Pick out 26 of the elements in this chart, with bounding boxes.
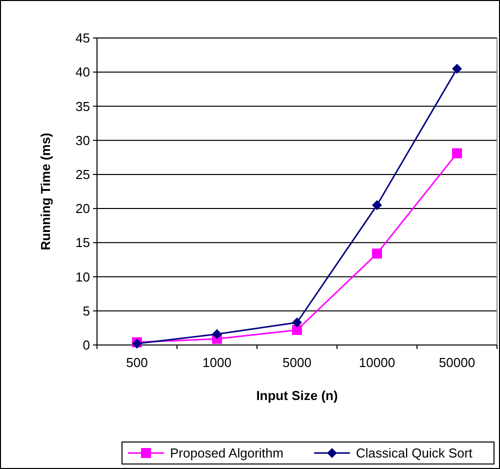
legend-label: Proposed Algorithm <box>170 446 284 461</box>
x-tick-label: 5000 <box>282 355 312 370</box>
point <box>292 324 302 335</box>
x-tick-label: 10000 <box>358 355 396 370</box>
y-tick-label: 45 <box>76 30 90 46</box>
y-tick-label: 35 <box>76 98 90 114</box>
x-tick-label: 1000 <box>202 355 232 370</box>
y-tick-label: 15 <box>76 235 90 250</box>
y-tick-label: 40 <box>76 64 90 80</box>
x-axis-title: Input Size (n) <box>256 388 338 403</box>
y-tick-label: 20 <box>76 201 90 216</box>
point <box>372 200 382 210</box>
x-tick-label: 50000 <box>438 355 476 370</box>
y-tick-label: 10 <box>76 269 90 284</box>
y-tick-label: 5 <box>82 303 90 318</box>
y-tick-label: 25 <box>76 166 90 182</box>
point <box>452 148 462 158</box>
point <box>372 248 382 259</box>
y-axis-title: Running Time (ms) <box>38 132 53 250</box>
y-tick-label: 30 <box>76 132 90 148</box>
y-tick-label: 0 <box>82 338 90 353</box>
point <box>292 317 302 328</box>
point <box>452 64 462 74</box>
point <box>212 329 222 340</box>
legend-label: Classical Quick Sort <box>356 446 473 461</box>
x-tick-label: 500 <box>126 355 148 370</box>
